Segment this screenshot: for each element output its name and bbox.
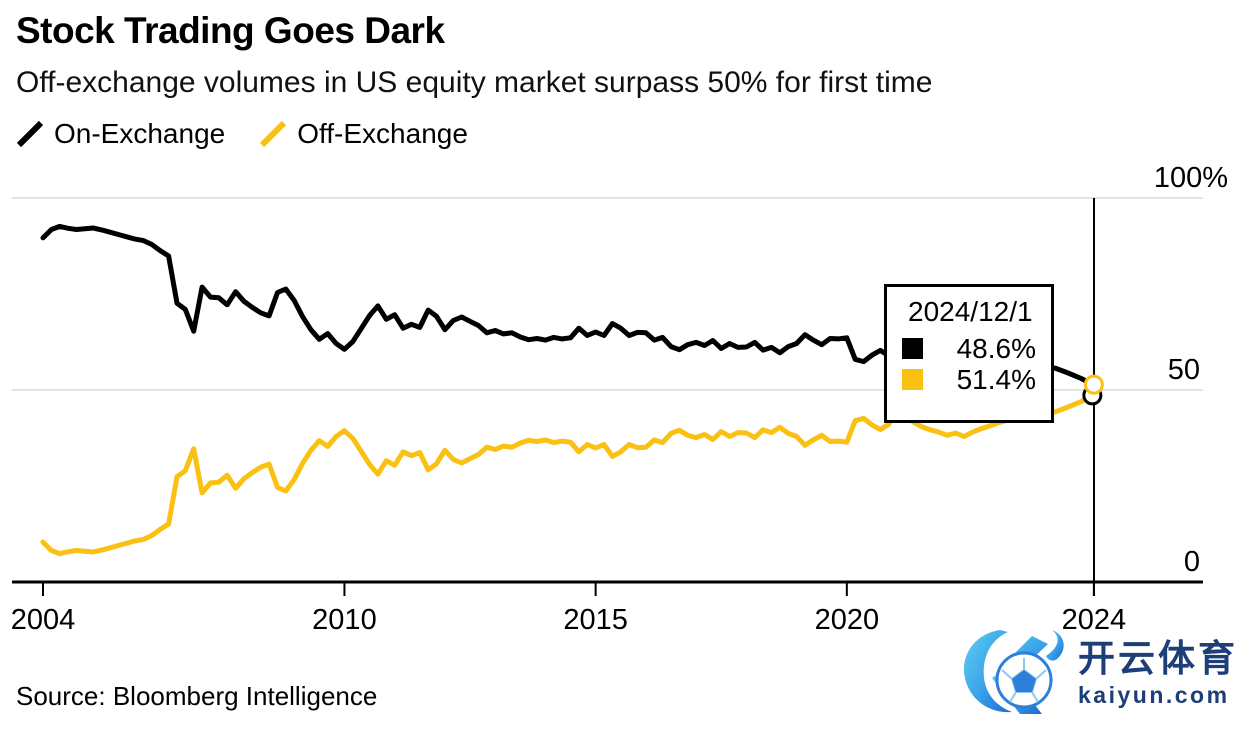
y-tick-label-50: 50 [1167,354,1200,386]
off-exchange-end-marker [1083,374,1104,395]
legend-label-on-exchange: On-Exchange [54,118,226,149]
legend-item-on-exchange[interactable]: On-Exchange [16,118,225,150]
page-subtitle: Off-exchange volumes in US equity market… [16,66,933,99]
y-tick-label-100: 100% [1153,162,1228,194]
watermark-text: 开云体育 kaiyun.com [1078,640,1238,709]
x-tick-label-2010: 2010 [312,604,377,636]
x-tick-label-2024: 2024 [1061,604,1127,636]
watermark-chinese-text: 开云体育 [1078,638,1238,679]
page-title: Stock Trading Goes Dark [16,10,445,51]
source-note: Source: Bloomberg Intelligence [16,681,378,711]
tooltip-date: 2024/12/1 [908,296,1033,327]
kaiyun-watermark[interactable]: 开云体育 kaiyun.com [958,626,1248,726]
off-exchange-swatch [902,369,923,390]
x-tick-label-2020: 2020 [814,604,880,636]
watermark-domain-text: kaiyun.com [1078,682,1230,708]
chart-tooltip: 2024/12/1 48.6% 51.4% [884,284,1054,423]
legend-item-off-exchange[interactable]: Off-Exchange [259,118,468,150]
tooltip-row-on-exchange: 48.6% [902,333,1036,364]
tooltip-value-on-exchange: 48.6% [956,332,1036,364]
tooltip-row-off-exchange: 51.4% [902,364,1036,395]
chart-legend: On-Exchange Off-Exchange [16,118,468,150]
y-tick-label-0: 0 [1183,546,1200,578]
on-exchange-line-icon [16,120,44,148]
on-exchange-swatch [902,338,923,359]
x-axis-ticks [42,582,1095,596]
legend-label-off-exchange: Off-Exchange [297,118,468,149]
off-exchange-line-icon [260,120,287,148]
kaiyun-logo-icon [963,630,1064,714]
tooltip-value-off-exchange: 51.4% [956,363,1036,395]
x-tick-label-2015: 2015 [563,604,628,636]
x-tick-label-2004: 2004 [10,604,76,636]
off-exchange-line[interactable] [40,382,1097,557]
